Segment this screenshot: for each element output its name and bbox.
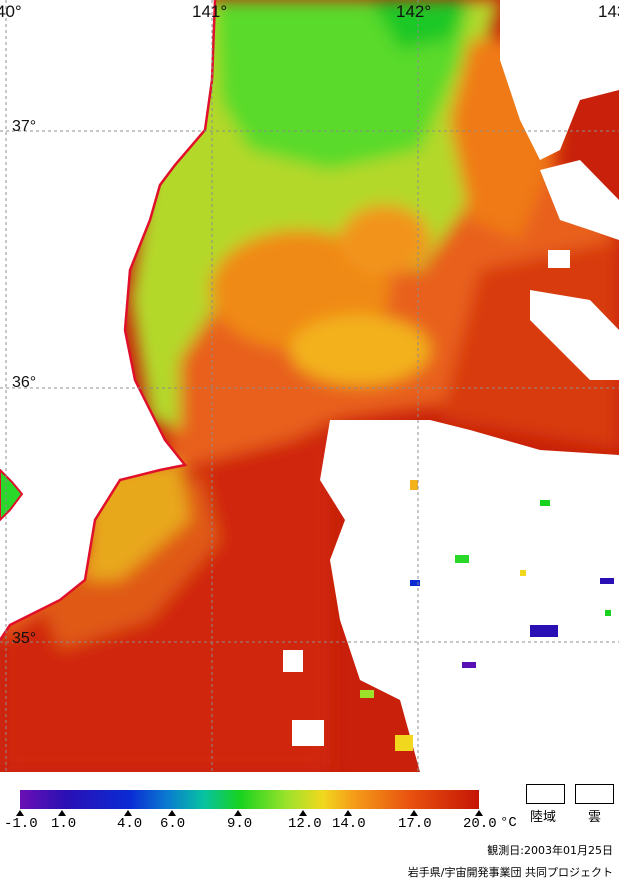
- colorbar-tick: [168, 810, 176, 816]
- colorbar-tick: [410, 810, 418, 816]
- colorbar-tick-label: 6.0: [160, 816, 186, 832]
- land-legend-label: 陸域: [530, 810, 557, 825]
- credit-text: 岩手県/宇宙開発事業団 共同プロジェクト: [407, 866, 613, 879]
- colorbar-tick: [16, 810, 24, 816]
- latitude-label: 35°: [12, 630, 37, 647]
- cloud-cover: [283, 0, 619, 772]
- colorbar-tick-label: -1.0: [4, 816, 38, 832]
- cloud-legend-swatch: [575, 784, 614, 804]
- colorbar-tick-label: 4.0: [117, 816, 143, 832]
- colorbar-tick: [58, 810, 66, 816]
- latitude-label: 37°: [12, 118, 37, 135]
- cloud-legend-label: 雲: [588, 810, 602, 825]
- colorbar-tick: [299, 810, 307, 816]
- scattered-pixels: [360, 480, 614, 751]
- land-area: [0, 0, 217, 641]
- longitude-label: 141°: [192, 2, 228, 21]
- land-legend-swatch: [526, 784, 565, 804]
- colorbar-tick: [124, 810, 132, 816]
- temperature-color-bar: [20, 790, 479, 809]
- sea-surface-temperature-map: [0, 0, 619, 772]
- longitude-label: 143°: [598, 2, 619, 21]
- colorbar-tick-label: 12.0: [288, 816, 322, 832]
- colorbar-tick: [344, 810, 352, 816]
- latitude-label: 36°: [12, 374, 37, 391]
- colorbar-tick-label: 9.0: [227, 816, 253, 832]
- longitude-label: 40°: [0, 2, 22, 21]
- longitude-label: 142°: [396, 2, 432, 21]
- temperature-unit: °C: [500, 815, 517, 831]
- colorbar-tick-label: 14.0: [332, 816, 366, 832]
- colorbar-tick: [475, 810, 483, 816]
- colorbar-tick-label: 20.0: [463, 816, 497, 832]
- colorbar-tick: [234, 810, 242, 816]
- colorbar-tick-label: 1.0: [51, 816, 77, 832]
- observation-date: 観測日:2003年01月25日: [487, 844, 613, 857]
- sea-temperature-field: [0, 0, 619, 772]
- graticule: [0, 0, 619, 772]
- colorbar-tick-label: 17.0: [398, 816, 432, 832]
